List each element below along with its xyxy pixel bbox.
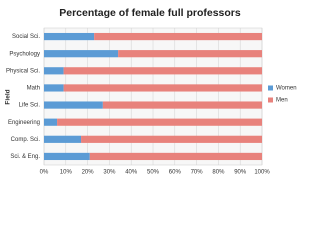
bar-segment	[44, 152, 90, 161]
y-tick-label: Psychology	[9, 51, 40, 57]
x-tick-label: 100%	[254, 170, 270, 176]
bar-segment	[44, 135, 82, 143]
y-tick-label: Physical Sci.	[6, 68, 40, 74]
legend-label: Men	[276, 98, 288, 104]
bar-segment	[44, 84, 64, 92]
x-tick-label: 0%	[40, 170, 49, 176]
y-tick-label: Sci. & Eng.	[10, 154, 40, 160]
bar-segment	[81, 135, 262, 143]
bar-segment	[57, 118, 262, 126]
x-tick-label: 30%	[103, 170, 116, 176]
y-tick-label: Comp. Sci.	[11, 137, 41, 143]
bar-segment	[44, 32, 95, 41]
bar-segment	[44, 67, 64, 75]
x-tick-label: 70%	[191, 170, 204, 176]
legend-swatch	[268, 85, 273, 91]
chart-title: Percentage of female full professors	[59, 7, 241, 19]
chart: Percentage of female full professors Fie…	[5, 7, 297, 176]
bar-segment	[63, 67, 263, 75]
x-tick-label: 50%	[147, 170, 160, 176]
x-tick-label: 90%	[234, 170, 247, 176]
legend-label: Women	[276, 86, 297, 92]
y-tick-label: Engineering	[8, 120, 40, 126]
bar-segment	[118, 50, 263, 58]
bar-segment	[44, 101, 103, 109]
y-tick-label: Life Sci.	[19, 103, 41, 109]
bar-segment	[89, 152, 262, 161]
y-axis-title: Field	[5, 89, 12, 104]
x-tick-label: 10%	[60, 170, 73, 176]
bar-segment	[94, 32, 262, 41]
x-tick-label: 60%	[169, 170, 182, 176]
x-tick-label: 20%	[82, 170, 95, 176]
bar-segment	[44, 50, 119, 58]
bar-segment	[102, 101, 262, 109]
legend-swatch	[268, 97, 273, 103]
bar-segment	[63, 84, 263, 92]
x-tick-label: 40%	[125, 170, 138, 176]
x-tick-label: 80%	[212, 170, 225, 176]
bar-segment	[44, 118, 58, 126]
y-tick-label: Social Sci.	[12, 34, 40, 40]
y-tick-label: Math	[27, 86, 40, 92]
